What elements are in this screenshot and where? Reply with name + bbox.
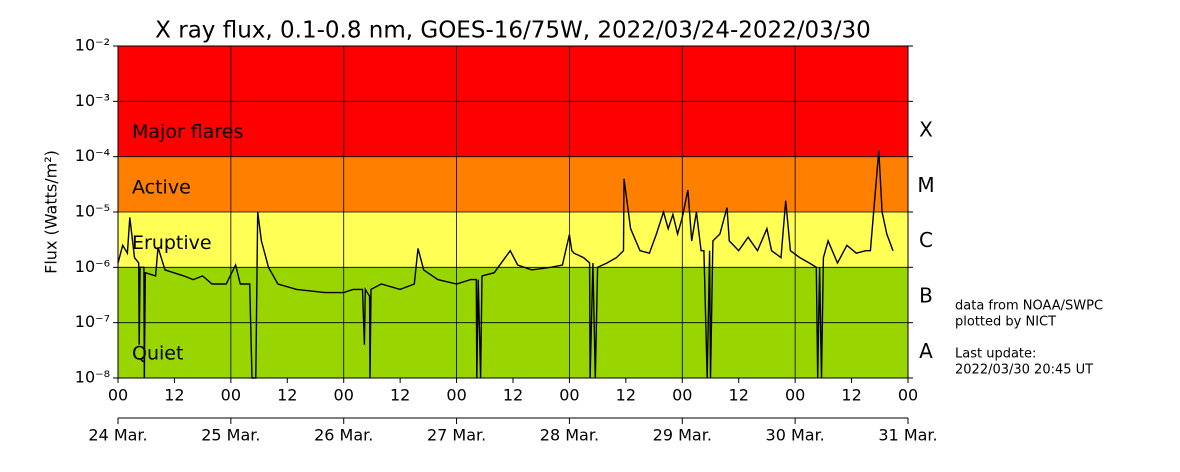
- note: 2022/03/30 20:45 UT: [955, 363, 1093, 378]
- date-tick-label: 27 Mar.: [427, 426, 486, 445]
- x-tick-label: 00: [785, 386, 805, 405]
- date-tick-label: 28 Mar.: [540, 426, 599, 445]
- note: data from NOAA/SWPC: [955, 299, 1103, 314]
- y-axis-label: Flux (Watts/m²): [42, 150, 61, 274]
- class-label: C: [919, 228, 933, 252]
- x-tick-label: 00: [221, 386, 241, 405]
- y-tick-label: 10⁻⁵: [75, 202, 110, 221]
- band-label: Active: [132, 177, 191, 199]
- class-label: M: [917, 173, 934, 197]
- chart-title: X ray flux, 0.1-0.8 nm, GOES-16/75W, 202…: [155, 18, 871, 44]
- x-tick-label: 00: [898, 386, 918, 405]
- band: [118, 156, 908, 212]
- y-tick-label: 10⁻²: [75, 36, 110, 55]
- band-label: Eruptive: [132, 232, 212, 254]
- x-tick-label: 00: [446, 386, 466, 405]
- x-tick-label: 12: [277, 386, 297, 405]
- date-tick-label: 31 Mar.: [878, 426, 937, 445]
- band-label: Major flares: [132, 121, 243, 143]
- y-tick-label: 10⁻⁸: [75, 368, 110, 387]
- band-label: Quiet: [132, 343, 183, 365]
- x-tick-label: 12: [729, 386, 749, 405]
- plot-frame: [117, 45, 909, 379]
- class-label: A: [919, 339, 933, 363]
- x-tick-label: 12: [616, 386, 636, 405]
- x-tick-label: 00: [672, 386, 692, 405]
- x-tick-label: 12: [841, 386, 861, 405]
- class-label: B: [919, 284, 933, 308]
- y-tick-label: 10⁻⁷: [75, 312, 110, 331]
- y-tick-label: 10⁻⁶: [75, 257, 110, 276]
- date-tick-label: 24 Mar.: [88, 426, 147, 445]
- y-tick-label: 10⁻⁴: [75, 146, 110, 165]
- note: plotted by NICT: [955, 315, 1056, 330]
- band: [118, 212, 908, 268]
- y-tick-label: 10⁻³: [75, 91, 110, 110]
- note: Last update:: [955, 347, 1036, 362]
- class-label: X: [919, 118, 933, 142]
- flux-line: [117, 150, 894, 379]
- x-tick-label: 00: [108, 386, 128, 405]
- date-tick-label: 26 Mar.: [314, 426, 373, 445]
- x-tick-label: 00: [334, 386, 354, 405]
- date-tick-label: 30 Mar.: [766, 426, 825, 445]
- x-tick-label: 00: [559, 386, 579, 405]
- x-tick-label: 12: [390, 386, 410, 405]
- date-tick-label: 25 Mar.: [201, 426, 260, 445]
- date-tick-label: 29 Mar.: [653, 426, 712, 445]
- x-tick-label: 12: [164, 386, 184, 405]
- x-tick-label: 12: [503, 386, 523, 405]
